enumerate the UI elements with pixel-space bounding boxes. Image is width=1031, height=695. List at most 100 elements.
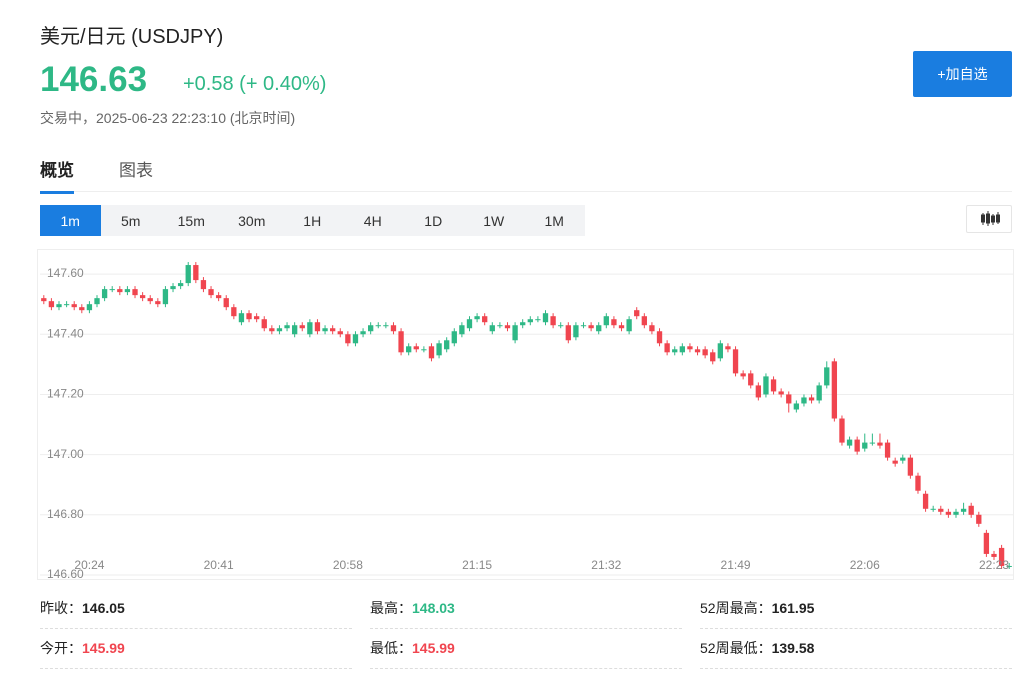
- period-bar: 1m 5m 15m 30m 1H 4H 1D 1W 1M: [40, 205, 585, 236]
- period-button[interactable]: 1W: [483, 212, 505, 229]
- stat-item: 52周最高： 161.95: [700, 588, 1012, 629]
- period-button[interactable]: 1M: [544, 212, 564, 229]
- candle-body: [253, 316, 260, 320]
- candle-body: [869, 442, 876, 444]
- stat-value: 146.05: [82, 600, 125, 616]
- price: 146.63: [40, 60, 148, 99]
- candle-body: [86, 304, 93, 311]
- candle-body: [968, 505, 974, 515]
- candle-body: [755, 385, 762, 398]
- candle-body: [596, 325, 602, 332]
- stat-label: 52周最低：: [700, 640, 772, 656]
- chart: 146.60 146.80 147.00 147.20 147.40 147.60 20:2…: [37, 249, 1014, 580]
- candle-body: [953, 511, 959, 515]
- candle-body: [884, 442, 891, 458]
- y-tick-label: 147.20: [47, 387, 84, 401]
- candle-body: [459, 325, 465, 335]
- chart-type-button[interactable]: [966, 205, 1012, 233]
- candle-body: [550, 316, 556, 326]
- candle-body: [854, 439, 860, 452]
- period-button[interactable]: 5m: [121, 212, 141, 229]
- x-tick-label: 20:24: [74, 558, 104, 572]
- period-button[interactable]: 1D: [424, 212, 443, 229]
- candle-body: [284, 325, 290, 329]
- stat-item: 今开： 145.99: [40, 628, 352, 669]
- stat-label: 最低：: [370, 640, 412, 656]
- candle-body: [801, 397, 807, 404]
- candle-body: [329, 328, 336, 332]
- tab[interactable]: 概览: [40, 156, 74, 194]
- candle-body: [877, 442, 883, 446]
- candle-body: [390, 325, 397, 332]
- status: 交易中，2025-06-23 22:23:10 (北京时间): [40, 110, 296, 126]
- candle-body: [641, 316, 647, 326]
- candle-body: [41, 298, 47, 302]
- candle-body: [763, 376, 769, 395]
- candle-body: [238, 313, 245, 323]
- x-tick-label: 21:32: [591, 558, 621, 572]
- candle-body: [717, 343, 724, 359]
- candle-body: [960, 508, 967, 512]
- candle-body: [451, 331, 457, 344]
- add-watchlist-button[interactable]: +加自选: [913, 51, 1012, 97]
- candle-body: [352, 334, 359, 344]
- candle-body: [94, 298, 100, 305]
- period-button[interactable]: 4H: [363, 212, 382, 229]
- candle-body: [778, 391, 784, 395]
- candle-body: [497, 325, 503, 327]
- stat-label: 昨收：: [40, 600, 82, 616]
- candle-body: [846, 439, 853, 446]
- candle-body: [976, 514, 982, 524]
- candle-body: [117, 289, 123, 293]
- candle-body: [922, 493, 929, 509]
- stat-value: 161.95: [771, 600, 815, 616]
- candle-body: [421, 349, 427, 351]
- candle-body: [193, 265, 199, 281]
- candle-body: [147, 298, 153, 302]
- chart-type-icon: [981, 211, 1000, 226]
- candle-body: [930, 508, 936, 510]
- candle-body: [337, 331, 343, 335]
- candle-body: [710, 352, 716, 362]
- candle-body: [177, 283, 184, 287]
- candle-body: [565, 325, 571, 341]
- candle-body: [314, 322, 321, 332]
- tab[interactable]: 图表: [119, 161, 153, 180]
- candle-body: [185, 265, 191, 284]
- candle-body: [542, 313, 549, 323]
- candle-body: [732, 349, 739, 374]
- period-button[interactable]: 30m: [238, 212, 266, 229]
- period-button[interactable]: 15m: [177, 212, 205, 229]
- stat-value: 145.99: [412, 640, 455, 656]
- period-button[interactable]: 1m: [40, 205, 101, 236]
- candle-body: [770, 379, 777, 392]
- candle-body: [664, 343, 670, 353]
- period-button[interactable]: 1H: [303, 212, 322, 229]
- candle-body: [998, 547, 1005, 566]
- candle-body: [808, 397, 815, 401]
- y-tick-label: 146.60: [47, 567, 84, 580]
- stat-value: 148.03: [412, 600, 455, 616]
- candle-body: [512, 325, 518, 341]
- candle-body: [611, 319, 617, 326]
- candle-body: [672, 349, 678, 353]
- candle-body: [740, 373, 746, 377]
- change: +0.58 (+ 0.40%): [183, 73, 327, 95]
- y-tick-label: 147.00: [47, 447, 84, 461]
- candle-body: [170, 286, 176, 290]
- candle-body: [48, 301, 55, 308]
- candle-body: [139, 295, 146, 299]
- candle-body: [504, 325, 511, 329]
- stat-label: 今开：: [40, 640, 82, 656]
- candle-body: [983, 532, 990, 554]
- candle-body: [466, 319, 473, 329]
- stat-label: 最高：: [370, 600, 412, 616]
- candle-body: [1006, 565, 1012, 567]
- chart-container: 146.60 146.80 147.00 147.20 147.40 147.60 20:2…: [37, 249, 1014, 585]
- candle-body: [634, 310, 640, 317]
- candle-body: [208, 289, 214, 296]
- candle-body: [535, 319, 541, 321]
- candle-body: [938, 508, 944, 512]
- candle-body: [527, 319, 533, 323]
- stat-item: 最高： 148.03: [370, 588, 682, 629]
